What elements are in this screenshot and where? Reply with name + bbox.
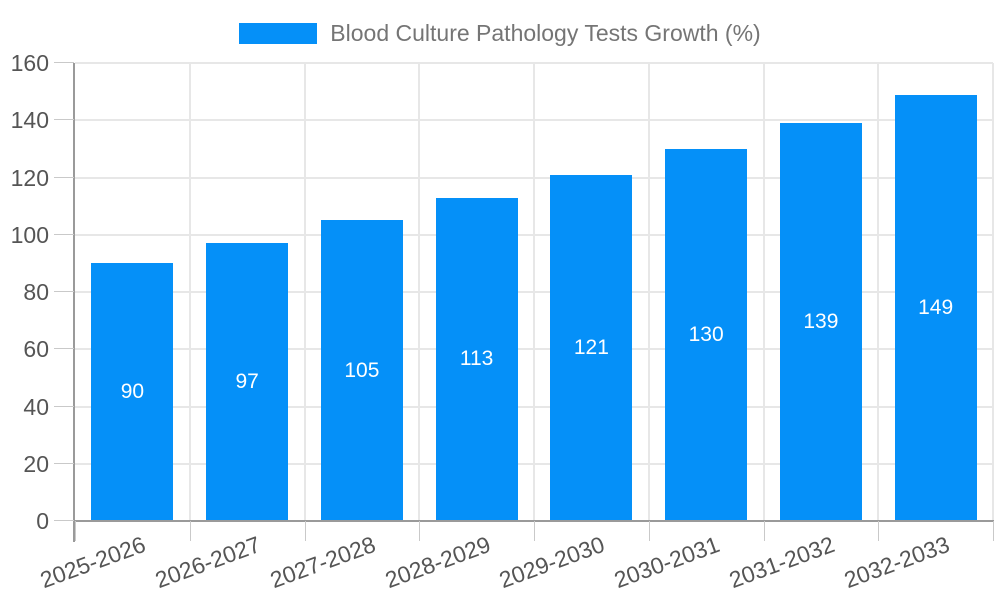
x-axis-tick-label: 2027-2028 [266, 531, 379, 594]
x-axis-tick-label: 2028-2029 [381, 531, 494, 594]
bar-2029-2030: 121 [550, 174, 633, 521]
bar-2032-2033: 149 [894, 94, 977, 521]
bar-value-label: 97 [235, 370, 259, 394]
y-axis-tick-label: 20 [23, 450, 49, 477]
bar-value-label: 90 [120, 380, 145, 404]
x-axis-tick [189, 521, 191, 541]
bar-value-label: 121 [573, 335, 609, 359]
y-axis-tick-label: 60 [23, 336, 49, 363]
y-axis-tick-label: 100 [10, 221, 49, 248]
x-axis-tick [993, 521, 994, 541]
bar-value-label: 139 [803, 310, 839, 334]
x-axis-tick [648, 521, 650, 541]
bar-value-label: 105 [344, 358, 380, 382]
y-axis-tick-label: 40 [23, 393, 49, 420]
bar-value-label: 130 [688, 322, 724, 346]
gridline-vertical [762, 63, 765, 521]
gridline-vertical [188, 63, 191, 521]
y-axis-tick-label: 80 [23, 279, 49, 305]
bar-2025-2026: 90 [91, 263, 174, 521]
y-axis-tick [54, 348, 74, 350]
x-axis-tick-label: 2026-2027 [151, 531, 265, 594]
gridline-vertical [533, 63, 535, 521]
gridline-vertical [303, 63, 306, 521]
x-axis-tick-label: 2031-2032 [725, 531, 838, 594]
y-axis-tick [54, 291, 74, 292]
gridline-vertical [992, 63, 994, 521]
gridline-vertical [418, 63, 421, 521]
x-axis-tick [304, 521, 306, 541]
x-axis-tick [878, 521, 880, 541]
bar-2027-2028: 105 [320, 220, 403, 521]
gridline-vertical [877, 63, 880, 521]
y-axis-tick [54, 119, 74, 121]
x-axis-tick [534, 521, 535, 541]
y-axis-line [73, 63, 75, 542]
chart-legend: Blood Culture Pathology Tests Growth (%) [0, 20, 1000, 47]
x-axis-tick-label: 2030-2031 [610, 531, 724, 594]
y-axis-tick-label: 120 [10, 164, 49, 191]
bar-value-label: 113 [459, 347, 494, 371]
bar-2031-2032: 139 [779, 123, 862, 521]
x-axis-tick-label: 2032-2033 [840, 531, 953, 594]
bar-value-label: 149 [918, 295, 954, 319]
x-axis-tick-label: 2025-2026 [37, 531, 150, 594]
bar-2028-2029: 113 [435, 197, 518, 521]
y-axis-tick [54, 405, 74, 407]
x-axis-tick [75, 521, 76, 541]
y-axis-tick-label: 140 [10, 107, 49, 134]
plot-area: 90 97 105 113 121 130 139 149 [75, 62, 994, 521]
x-axis-tick [419, 521, 421, 541]
y-axis-tick-label: 160 [10, 50, 49, 76]
legend-label: Blood Culture Pathology Tests Growth (%) [330, 20, 761, 46]
bar-2030-2031: 130 [665, 148, 748, 521]
x-axis-tick [763, 521, 765, 541]
legend-swatch-icon [239, 23, 318, 44]
y-axis-tick [54, 462, 74, 464]
y-axis-tick [54, 62, 74, 63]
y-axis-tick [54, 176, 74, 178]
gridline-vertical [647, 63, 650, 521]
bar-2026-2027: 97 [206, 243, 289, 521]
y-axis-tick [54, 233, 74, 235]
y-axis-tick [54, 520, 74, 521]
y-axis-tick-label: 0 [36, 508, 49, 534]
x-axis-tick-label: 2029-2030 [496, 531, 609, 594]
